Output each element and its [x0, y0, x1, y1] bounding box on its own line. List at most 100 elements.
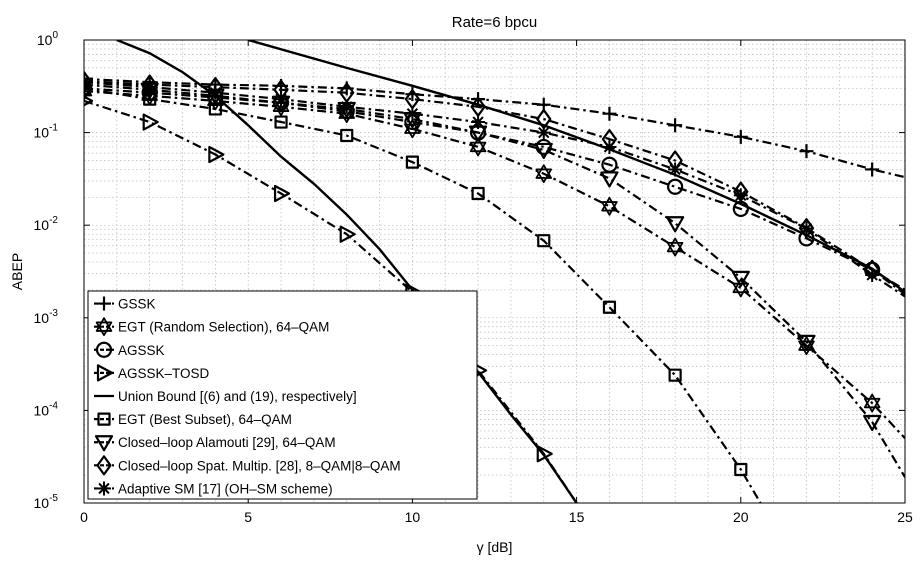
data-point	[339, 99, 354, 114]
series-7	[84, 70, 905, 296]
legend-entry: GSSK	[94, 297, 156, 312]
legend-label: AGSSK	[118, 343, 165, 358]
data-point	[668, 368, 682, 382]
data-point	[534, 142, 553, 160]
series-group	[84, 40, 905, 503]
series-line	[247, 40, 905, 293]
data-point	[602, 106, 617, 121]
x-axis-label: γ [dB]	[477, 539, 513, 555]
x-tick-label: 20	[733, 509, 749, 525]
series-0	[84, 71, 905, 179]
data-point	[274, 115, 288, 129]
y-axis-label: ABEP	[9, 253, 25, 290]
data-point	[666, 216, 685, 233]
legend-entry: Closed–loop Alamouti [29], 64–QAM	[94, 435, 336, 452]
legend-label: AGSSK–TOSD	[118, 366, 210, 381]
legend-label: Adaptive SM [17] (OH–SM scheme)	[118, 481, 333, 496]
plot-frame	[83, 39, 906, 504]
data-point	[405, 106, 420, 121]
data-point	[142, 113, 159, 131]
x-tick-label: 0	[80, 509, 88, 525]
y-tick-label: 10-1	[34, 123, 59, 141]
series-line	[84, 80, 905, 296]
series-line	[84, 87, 905, 291]
data-point	[863, 393, 881, 413]
legend-entry: Adaptive SM [17] (OH–SM scheme)	[94, 481, 333, 496]
series-line	[116, 40, 578, 503]
data-point	[602, 300, 617, 314]
legend-label: EGT (Best Subset), 64–QAM	[118, 412, 292, 427]
y-tick-label: 10-5	[34, 493, 59, 511]
legend-marker	[95, 341, 113, 358]
series-line	[84, 99, 578, 503]
data-point	[208, 145, 225, 164]
legend-entry: Closed–loop Spat. Multip. [28], 8–QAM|8–…	[94, 455, 401, 476]
data-point	[339, 225, 356, 243]
legend-marker	[95, 317, 113, 337]
legend-marker	[94, 435, 114, 452]
data-point	[799, 144, 814, 159]
x-tick-label: 25	[897, 509, 913, 525]
data-point	[84, 80, 93, 97]
legend-marker	[97, 296, 111, 311]
data-point	[601, 196, 618, 216]
data-point	[863, 414, 882, 432]
data-point	[404, 119, 421, 139]
legend-marker	[97, 481, 111, 496]
data-point	[471, 186, 485, 201]
data-point	[799, 221, 814, 236]
data-point	[471, 115, 486, 130]
series-line	[84, 77, 905, 179]
data-point	[667, 178, 684, 195]
data-point	[666, 237, 684, 257]
series-2	[84, 80, 905, 291]
data-point	[733, 129, 748, 144]
y-tick-label: 10-2	[34, 215, 59, 233]
data-point	[537, 234, 551, 248]
data-point	[731, 270, 750, 287]
y-tick-label: 100	[37, 30, 59, 48]
data-point	[208, 85, 223, 100]
data-point	[469, 137, 487, 157]
legend-entry: AGSSK–TOSD	[94, 364, 210, 382]
legend-label: Closed–loop Alamouti [29], 64–QAM	[118, 435, 336, 450]
series-line	[84, 83, 905, 478]
legend-marker	[96, 364, 114, 382]
x-tick-label: 5	[244, 509, 252, 525]
data-point	[84, 95, 94, 107]
data-point	[273, 184, 291, 203]
chart-title: Rate=6 bpcu	[452, 14, 537, 31]
legend-label: GSSK	[118, 297, 156, 312]
legend-label: EGT (Random Selection), 64–QAM	[118, 320, 329, 335]
legend-entry: EGT (Best Subset), 64–QAM	[94, 412, 292, 427]
data-point	[535, 164, 553, 184]
series-line	[84, 87, 762, 503]
data-point	[602, 139, 617, 154]
data-point	[668, 162, 683, 177]
x-tick-label: 10	[405, 509, 421, 525]
y-tick-label: 10-4	[34, 400, 59, 418]
legend-label: Closed–loop Spat. Multip. [28], 8–QAM|8–…	[118, 458, 401, 473]
data-point	[865, 162, 880, 177]
legend-entry: AGSSK	[94, 341, 165, 358]
series-line	[84, 90, 905, 440]
data-point	[733, 188, 748, 203]
data-point	[797, 334, 816, 351]
data-point	[340, 128, 354, 143]
data-point	[84, 81, 91, 96]
legend-marker	[97, 412, 111, 426]
data-point	[142, 80, 157, 95]
legend-entry: Union Bound [(6) and (19), respectively]	[94, 389, 357, 404]
x-tick-label: 15	[569, 509, 585, 525]
legend-label: Union Bound [(6) and (19), respectively]	[118, 389, 357, 404]
legend-marker	[96, 455, 112, 476]
legend-entry: EGT (Random Selection), 64–QAM	[94, 317, 329, 337]
series-8	[84, 75, 905, 298]
data-point	[668, 118, 683, 133]
series-line	[84, 81, 905, 298]
data-point	[865, 267, 880, 282]
data-point	[274, 92, 289, 107]
data-point	[405, 155, 419, 169]
